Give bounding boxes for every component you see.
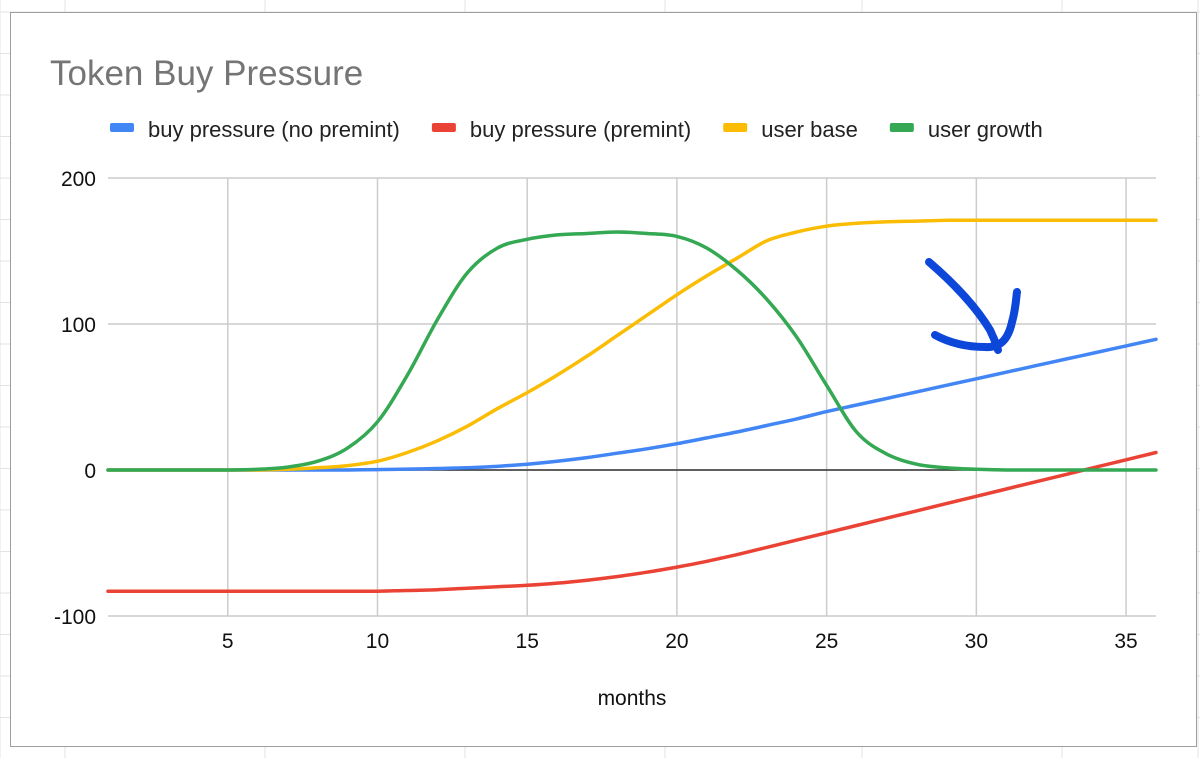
plot-gridlines — [108, 177, 1156, 617]
x-axis-ticks: 5 10 15 20 25 30 35 — [222, 630, 1138, 653]
legend-item-0[interactable]: buy pressure (no premint) — [110, 117, 400, 142]
legend[interactable]: buy pressure (no premint) buy pressure (p… — [110, 117, 1043, 142]
y-tick-label: 100 — [61, 314, 96, 337]
x-tick-label: 15 — [516, 630, 539, 653]
series-line-0 — [106, 337, 1158, 472]
legend-label: buy pressure (premint) — [470, 117, 691, 142]
legend-item-1[interactable]: buy pressure (premint) — [431, 117, 691, 142]
arrow-head — [931, 288, 1021, 352]
legend-label: buy pressure (no premint) — [148, 117, 400, 142]
legend-item-3[interactable]: user growth — [889, 117, 1043, 142]
series-lines — [106, 218, 1158, 593]
chart-title: Token Buy Pressure — [50, 54, 363, 93]
x-tick-label: 35 — [1114, 630, 1137, 653]
y-tick-label: 200 — [61, 168, 96, 191]
x-tick-label: 25 — [815, 630, 838, 653]
x-axis-label: months — [598, 687, 667, 710]
legend-swatch — [431, 123, 456, 132]
annotation-arrow — [925, 258, 1021, 354]
y-tick-label: 0 — [84, 460, 96, 483]
x-tick-label: 5 — [222, 630, 234, 653]
x-tick-label: 10 — [366, 630, 389, 653]
legend-swatch — [889, 123, 914, 132]
legend-swatch — [110, 123, 134, 132]
x-tick-label: 30 — [965, 630, 988, 653]
x-tick-label: 20 — [665, 630, 688, 653]
series-line-1 — [106, 450, 1158, 593]
chart-card[interactable] — [10, 12, 1197, 747]
legend-label: user growth — [928, 117, 1043, 142]
series-line-2 — [106, 218, 1158, 472]
legend-swatch — [723, 123, 748, 132]
y-axis-ticks: -100 0 100 200 — [54, 168, 96, 629]
legend-label: user base — [761, 117, 858, 142]
y-tick-label: -100 — [54, 606, 96, 629]
legend-item-2[interactable]: user base — [723, 117, 858, 142]
series-line-3 — [106, 230, 1158, 472]
